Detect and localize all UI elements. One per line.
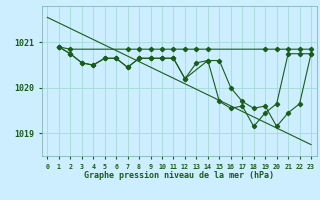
X-axis label: Graphe pression niveau de la mer (hPa): Graphe pression niveau de la mer (hPa) xyxy=(84,171,274,180)
